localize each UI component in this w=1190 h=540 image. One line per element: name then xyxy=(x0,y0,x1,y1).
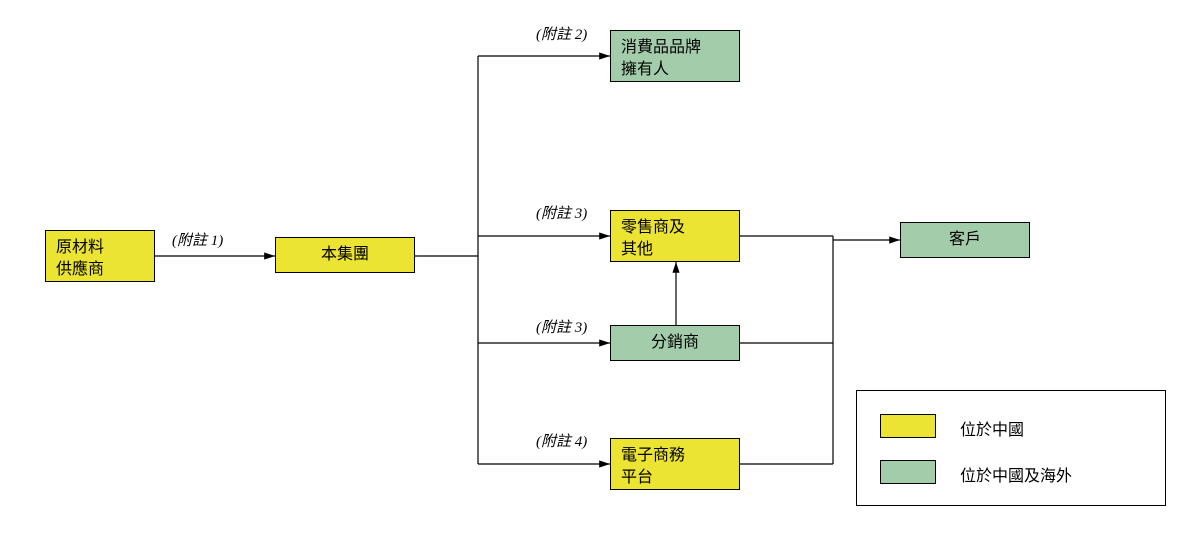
note-1: (附註 1) xyxy=(172,229,223,250)
note-3a: (附註 3) xyxy=(536,202,587,223)
node-customer: 客戶 xyxy=(900,222,1030,258)
node-group: 本集團 xyxy=(275,237,415,273)
node-label: 原材料供應商 xyxy=(56,237,104,280)
node-label: 本集團 xyxy=(321,244,369,266)
node-label: 客戶 xyxy=(949,229,981,251)
legend xyxy=(856,390,1166,506)
note-3b: (附註 3) xyxy=(536,316,587,337)
node-label: 消費品品牌擁有人 xyxy=(621,37,701,80)
node-brand-owner: 消費品品牌擁有人 xyxy=(610,30,740,82)
node-retailer: 零售商及其他 xyxy=(610,210,740,262)
node-supplier: 原材料供應商 xyxy=(45,230,155,282)
note-4: (附註 4) xyxy=(536,430,587,451)
node-ecommerce: 電子商務平台 xyxy=(610,438,740,490)
legend-swatch-china xyxy=(880,414,936,438)
node-label: 零售商及其他 xyxy=(621,217,685,260)
node-distributor: 分銷商 xyxy=(610,325,740,361)
legend-label-china-overseas: 位於中國及海外 xyxy=(960,462,1072,486)
note-2: (附註 2) xyxy=(536,23,587,44)
node-label: 電子商務平台 xyxy=(621,445,685,488)
legend-swatch-china-overseas xyxy=(880,460,936,484)
node-label: 分銷商 xyxy=(651,332,699,354)
legend-label-china: 位於中國 xyxy=(960,416,1024,440)
